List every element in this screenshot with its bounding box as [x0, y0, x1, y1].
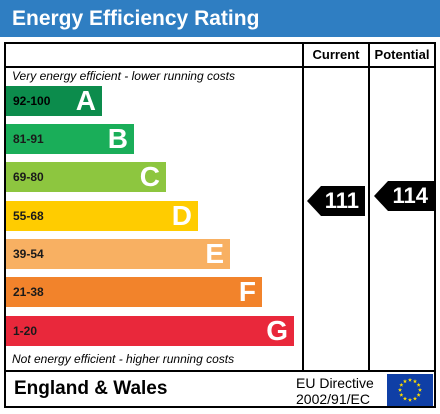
band-range-label: 81-91: [13, 132, 44, 146]
eu-star-icon: [407, 397, 413, 402]
band-letter: B: [107, 123, 128, 154]
band-a: 92-100 A: [6, 86, 102, 116]
band-letter: A: [75, 85, 96, 116]
rating-frame: [4, 42, 436, 408]
band-letter: E: [205, 238, 224, 269]
eu-star-icon: [416, 382, 421, 387]
band-range-label: 39-54: [13, 247, 44, 261]
current-column-header: Current: [312, 47, 360, 62]
potential-column-divider: [368, 42, 370, 370]
band-letter: G: [266, 315, 288, 346]
eu-star-icon: [399, 392, 404, 397]
header-bar: Energy Efficiency Rating: [0, 0, 440, 37]
band-letter: C: [139, 161, 160, 192]
band-range-label: 1-20: [13, 324, 38, 338]
potential-column-header: Potential: [374, 47, 430, 62]
page-title: Energy Efficiency Rating: [12, 7, 260, 30]
band-e: 39-54 E: [6, 239, 230, 269]
eu-star-icon: [402, 379, 408, 384]
band-g: 1-20 G: [6, 316, 294, 346]
eu-star-icon: [397, 387, 403, 392]
eu-star-icon: [417, 387, 423, 392]
eu-directive-label: EU Directive: [296, 375, 374, 391]
bottom-efficiency-note: Not energy efficient - higher running co…: [12, 352, 235, 366]
header-row-divider: [4, 66, 436, 68]
band-range-label: 21-38: [13, 285, 44, 299]
eu-star-icon: [407, 377, 413, 382]
eu-star-icon: [399, 382, 404, 387]
band-f: 21-38 F: [6, 277, 262, 307]
current-column-divider: [302, 42, 304, 370]
eu-star-icon: [402, 396, 408, 401]
eu-flag-icon: [387, 374, 433, 406]
region-label: England & Wales: [14, 378, 168, 399]
eu-directive-number: 2002/91/EC: [296, 391, 370, 407]
band-d: 55-68 D: [6, 201, 198, 231]
band-range-label: 69-80: [13, 170, 44, 184]
band-letter: F: [238, 276, 256, 307]
eu-star-icon: [416, 392, 421, 397]
band-range-label: 55-68: [13, 209, 44, 223]
potential-rating-arrow: 114: [374, 181, 434, 211]
top-efficiency-note: Very energy efficient - lower running co…: [12, 69, 235, 83]
eu-star-icon: [412, 379, 418, 384]
eu-star-icon: [412, 396, 418, 401]
footer-divider: [4, 370, 436, 372]
band-range-label: 92-100: [13, 94, 51, 108]
band-letter: D: [171, 200, 192, 231]
band-b: 81-91 B: [6, 124, 134, 154]
current-rating-arrow: 111: [307, 186, 365, 216]
band-c: 69-80 C: [6, 162, 166, 192]
